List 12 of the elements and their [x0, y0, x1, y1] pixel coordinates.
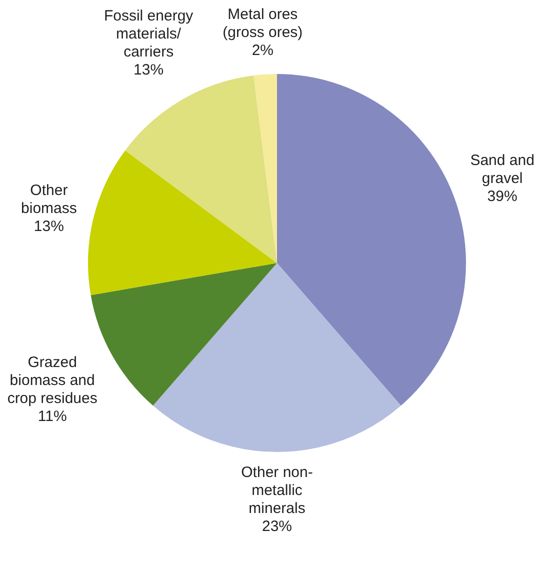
slice-label: Metal ores (gross ores): [222, 6, 303, 42]
data-label: 23%: [262, 518, 292, 536]
data-label: 13%: [34, 218, 64, 235]
data-label: 11%: [38, 408, 67, 425]
slice-label: Fossil energy materials/ carriers: [104, 7, 194, 60]
slice-label: Other biomass: [21, 182, 77, 217]
data-label: 39%: [487, 188, 518, 205]
slice-label: Sand and gravel: [470, 152, 534, 187]
data-label: 2%: [252, 42, 274, 60]
data-label: 13%: [134, 61, 164, 78]
slice-label: Grazed biomass and crop residues: [7, 354, 98, 407]
slice-label: Other non-metallic minerals: [241, 464, 313, 518]
